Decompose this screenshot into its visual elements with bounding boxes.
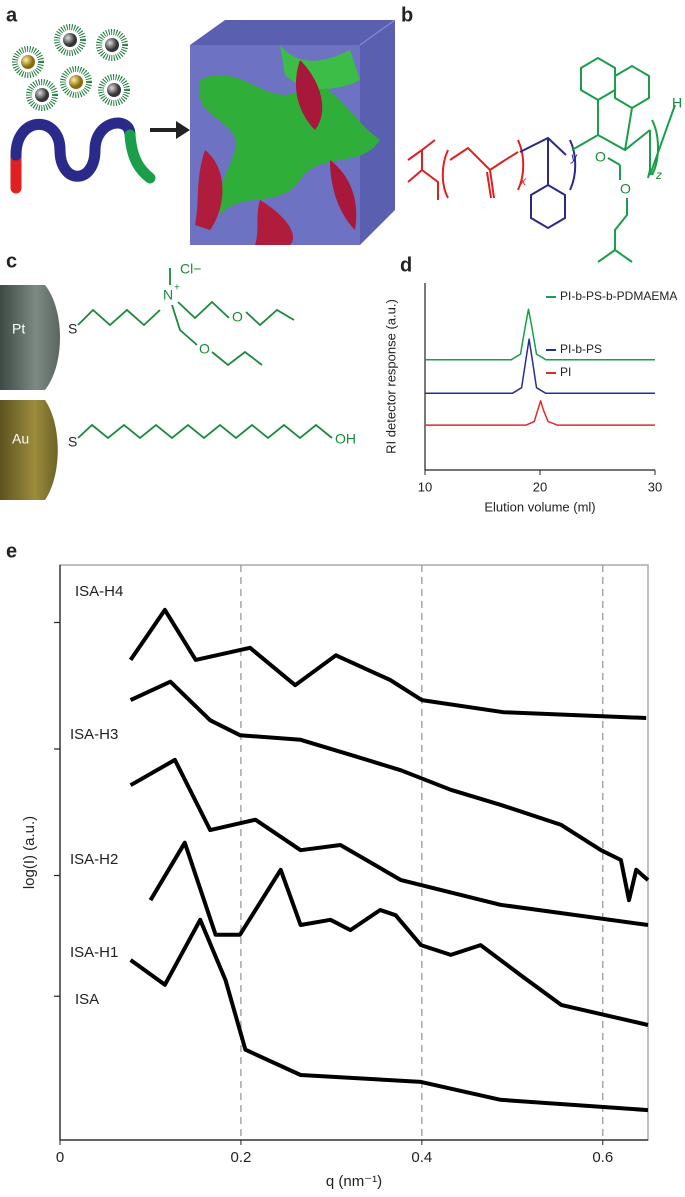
series-line xyxy=(148,840,649,1027)
gyroid-cube xyxy=(190,19,396,245)
subscript: x xyxy=(519,174,527,188)
ligand-chains xyxy=(77,268,333,440)
series-label: ISA-H1 xyxy=(70,944,118,961)
panel-label: a xyxy=(6,4,18,26)
series-label: ISA xyxy=(75,991,99,1008)
atom-label: S xyxy=(68,434,77,450)
series-line xyxy=(425,400,655,426)
panel-label: c xyxy=(6,250,17,272)
subscript: z xyxy=(655,168,662,182)
block-copolymer xyxy=(10,117,156,194)
metal-label: Pt xyxy=(12,321,25,337)
pt-surface xyxy=(0,285,60,390)
y-axis-label: log(I) (a.u.) xyxy=(21,816,38,889)
panel-label: d xyxy=(400,254,412,276)
series-line xyxy=(129,679,650,903)
series-line xyxy=(425,338,655,395)
counter-ion: Cl− xyxy=(180,261,201,277)
series-line xyxy=(425,308,655,361)
series-line xyxy=(129,917,649,1113)
panel-label: e xyxy=(6,540,17,562)
legend-label: PI-b-PS-b-PDMAEMA xyxy=(560,289,677,303)
series-label: ISA-H3 xyxy=(70,726,118,743)
atom-label: O xyxy=(199,341,210,357)
nanoparticles xyxy=(12,24,130,111)
chemical-structure xyxy=(407,56,676,263)
series-line xyxy=(128,607,647,720)
atom-label: N xyxy=(163,287,173,303)
series-label: ISA-H4 xyxy=(75,583,123,600)
x-tick-label: 20 xyxy=(533,479,547,494)
atom-label: H xyxy=(672,95,682,111)
metal-label: Au xyxy=(12,431,29,447)
y-axis-label: RI detector response (a.u.) xyxy=(383,299,398,454)
x-tick-label: 10 xyxy=(418,479,432,494)
au-surface xyxy=(0,400,58,500)
atom-label: O xyxy=(620,181,631,197)
x-tick-label: 0.2 xyxy=(230,1149,251,1166)
panel-label: b xyxy=(401,4,413,26)
subscript: y xyxy=(570,150,578,164)
series-label: ISA-H2 xyxy=(70,851,118,868)
series-line xyxy=(129,757,649,927)
arrow xyxy=(150,121,190,139)
x-tick-label: 0.6 xyxy=(592,1149,613,1166)
x-tick-label: 0.4 xyxy=(411,1149,432,1166)
legend-label: PI xyxy=(560,365,571,379)
x-axis-label: q (nm⁻¹) xyxy=(326,1173,382,1190)
x-tick-label: 0 xyxy=(56,1149,64,1166)
atom-label: O xyxy=(232,309,243,325)
x-axis-label: Elution volume (ml) xyxy=(484,499,595,514)
atom-label: O xyxy=(595,149,606,165)
charge: + xyxy=(174,283,180,294)
legend-label: PI-b-PS xyxy=(560,342,602,356)
x-tick-label: 30 xyxy=(648,479,662,494)
atom-label: S xyxy=(68,321,77,337)
atom-label: OH xyxy=(335,431,356,447)
